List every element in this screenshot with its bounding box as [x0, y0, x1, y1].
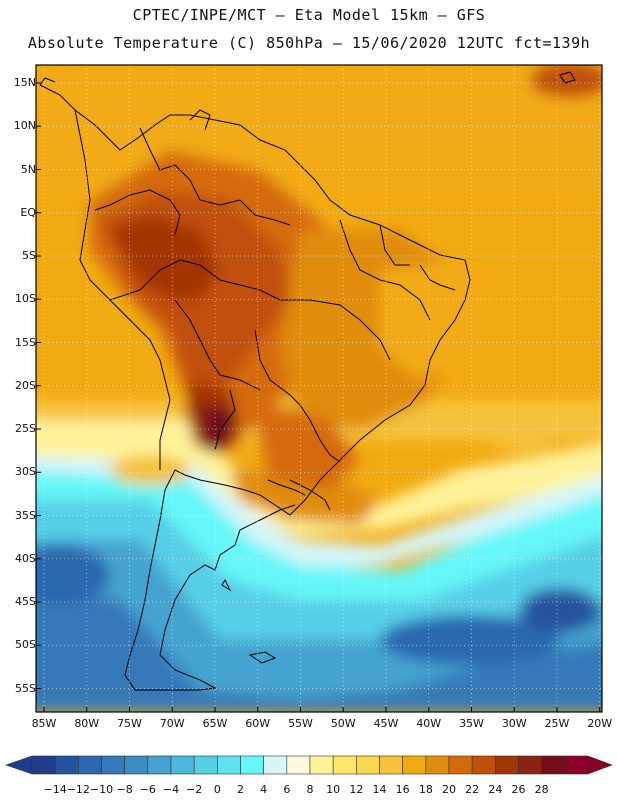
lat-label: 10S [15, 292, 36, 306]
lat-label: 15S [15, 335, 36, 349]
colorbar-swatch [124, 755, 149, 775]
map-title-line1: CPTEC/INPE/MCT – Eta Model 15km – GFS [132, 6, 486, 24]
temperature-field [36, 65, 602, 712]
colorbar-label: 24 [488, 783, 503, 796]
map-title-line2: Absolute Temperature (C) 850hPa – 15/06/… [27, 34, 591, 52]
colorbar-label: −4 [162, 783, 180, 796]
colorbar-swatch [541, 755, 566, 775]
axis-ticks [36, 82, 601, 712]
colorbar-label: 28 [534, 783, 549, 796]
lon-label: 40W [416, 717, 442, 730]
colorbar-swatch [448, 755, 473, 775]
colorbar-label: 6 [283, 783, 291, 796]
lat-label: 20S [15, 378, 36, 392]
lat-label: 30S [15, 465, 36, 479]
colorbar-swatch [101, 755, 125, 775]
colorbar-swatch [402, 755, 427, 775]
colorbar-label: −6 [139, 783, 156, 796]
colorbar-swatch [147, 755, 172, 775]
lon-label: 85W [31, 717, 57, 730]
lon-label: 55W [288, 717, 313, 730]
colorbar-swatch [31, 755, 56, 775]
colorbar-swatch [425, 755, 450, 775]
colorbar-label: 18 [418, 783, 433, 796]
colorbar-label: 26 [511, 783, 526, 796]
lon-label: 30W [501, 717, 527, 730]
colorbar-swatch [471, 755, 496, 775]
colorbar-label: 22 [465, 783, 480, 796]
colorbar-label: 12 [349, 783, 364, 796]
lat-label: 40S [15, 551, 36, 565]
colorbar-swatch [78, 755, 102, 775]
colorbar-label: 14 [372, 783, 387, 796]
lon-label: 70W [159, 717, 185, 730]
colorbar-swatch [217, 755, 241, 775]
lat-label: 55S [15, 681, 36, 695]
lat-label: 5N [20, 162, 36, 176]
colorbar-swatch [356, 755, 380, 775]
colorbar-swatch [379, 755, 403, 775]
lat-label: 25S [15, 422, 36, 435]
colorbar-swatch [518, 755, 542, 775]
lon-label: 45W [373, 717, 399, 730]
colorbar-swatch [263, 755, 288, 775]
lon-label: 60W [245, 717, 271, 730]
colorbar-label: 4 [260, 783, 268, 796]
lat-label: 15N [13, 76, 36, 89]
colorbar-label: −8 [116, 783, 133, 796]
lon-label: 20W [587, 717, 613, 730]
colorbar-swatch [564, 755, 589, 775]
lon-label: 75W [117, 717, 142, 730]
colorbar-label: −2 [186, 783, 203, 796]
lon-label: 35W [459, 717, 484, 730]
colorbar-label: −12 [66, 783, 90, 796]
colorbar-label: 0 [213, 783, 221, 796]
colorbar-swatch [54, 755, 79, 775]
coastlines [39, 71, 576, 691]
lat-label: EQ [20, 205, 36, 219]
lat-label: 50S [15, 638, 36, 652]
colorbar-label: 8 [306, 783, 314, 796]
colorbar-label: 16 [395, 783, 410, 796]
colorbar-swatch [193, 755, 218, 775]
map-frame [35, 64, 603, 713]
lat-label: 35S [15, 508, 36, 522]
lon-label: 50W [330, 717, 356, 730]
colorbar-swatch [240, 755, 264, 775]
lat-label: 45S [15, 595, 36, 608]
colorbar-swatch [170, 755, 195, 775]
colorbar [5, 755, 613, 775]
lat-label: 10N [13, 119, 36, 133]
colorbar-label: −14 [43, 783, 67, 796]
colorbar-over-arrow [587, 755, 613, 775]
colorbar-swatch [309, 755, 334, 775]
colorbar-label: 20 [442, 783, 456, 796]
lon-label: 65W [202, 717, 228, 730]
colorbar-swatch [495, 755, 519, 775]
colorbar-label: 10 [326, 783, 341, 796]
colorbar-label: −10 [89, 783, 114, 796]
colorbar-swatch [332, 755, 357, 775]
colorbar-label: 2 [237, 783, 244, 796]
colorbar-under-arrow [5, 755, 33, 775]
lon-label: 80W [74, 717, 100, 730]
colorbar-swatch [286, 755, 311, 775]
lon-label: 25W [544, 717, 570, 730]
lat-label: 5S [22, 249, 36, 262]
